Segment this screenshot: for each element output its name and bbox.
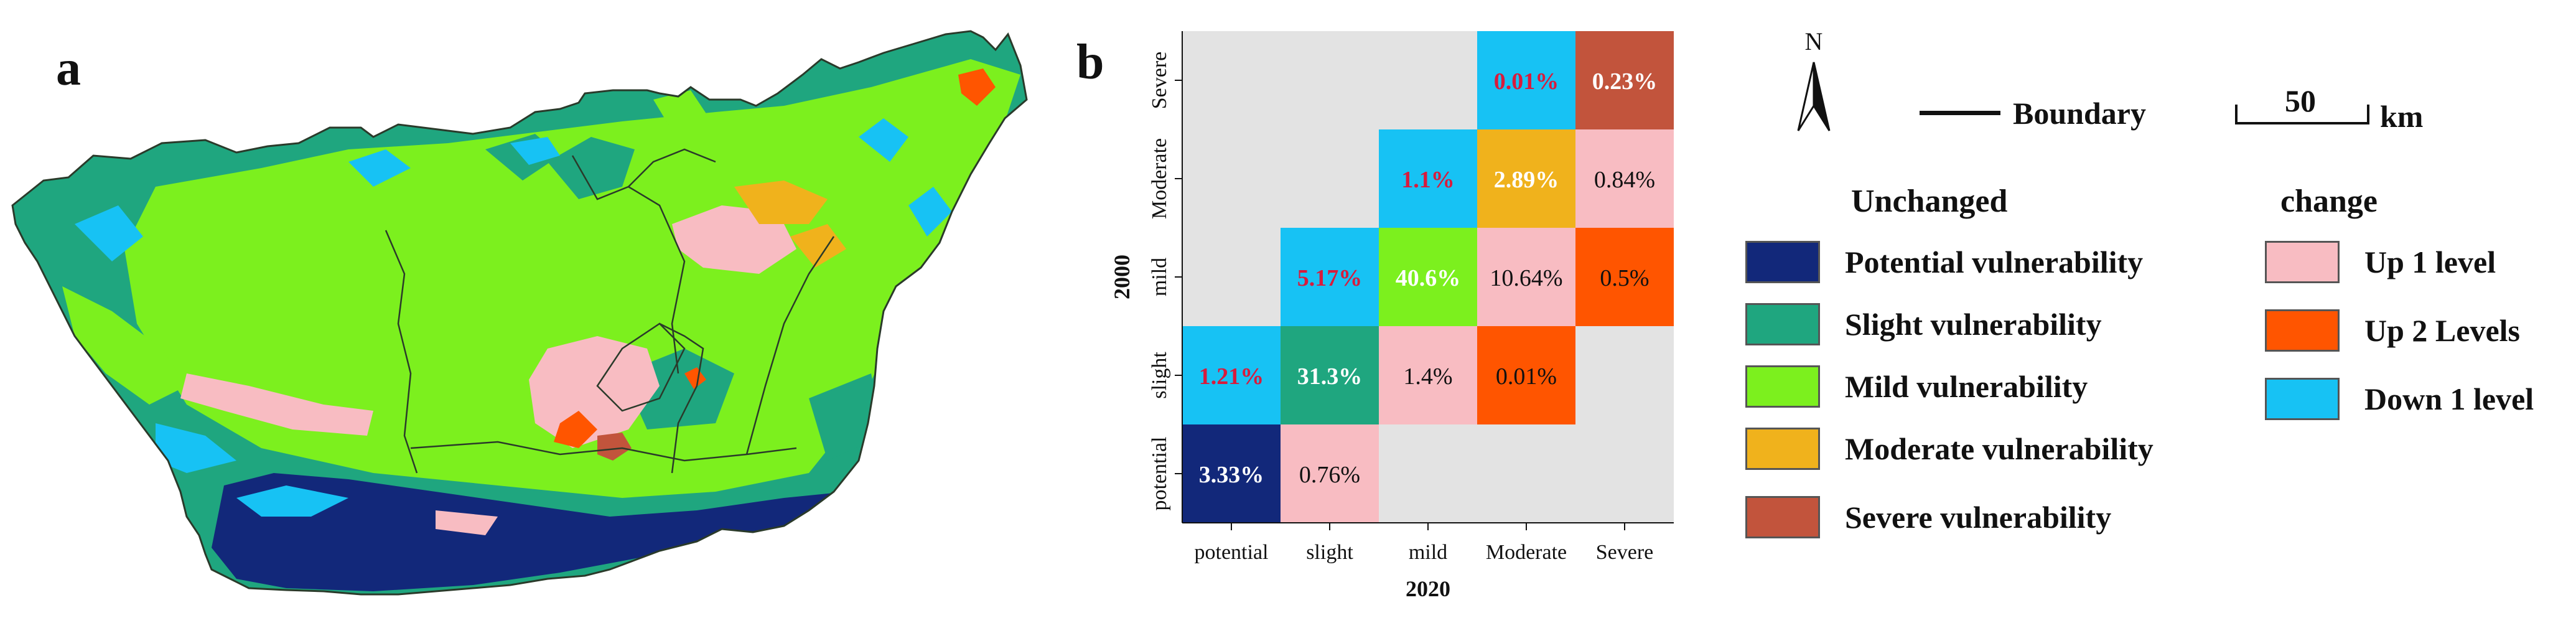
map-panel: a [0,0,1045,625]
matrix-cell [1379,228,1477,326]
scale-unit: km [2380,99,2424,134]
legend-swatch-up2 [2265,309,2340,352]
y-tick-label: slight [1148,352,1171,399]
north-arrow-icon: N [1797,27,1831,131]
matrix-cell-value: 1.4% [1403,363,1452,390]
matrix-cell-value: 31.3% [1297,363,1363,390]
matrix-cell-value: 2.89% [1494,167,1559,193]
y-tick-label: Severe [1148,52,1171,110]
matrix-cell-value: 0.84% [1594,167,1655,193]
transition-matrix-panel: b 3.33% 0.76% 1.21% 31.3% 1.4% 0.01% 5.17% 40.6… [1045,0,1730,625]
matrix-cell-value: 3.33% [1199,462,1264,488]
legend-label-up2: Up 2 Levels [2364,313,2520,348]
legend-label-potential: Potential vulnerability [1845,245,2144,279]
legend-unchanged-title: Unchanged [1851,184,2008,219]
matrix-cell-value: 1.21% [1199,363,1264,390]
matrix-cell-value: 1.1% [1401,167,1455,193]
matrix-cell-value: 0.23% [1592,68,1658,95]
matrix-cell [1281,326,1379,424]
vulnerability-map [11,30,1028,596]
x-tick-label: Moderate [1486,541,1567,564]
matrix-cell [1575,31,1674,129]
legend-swatch-severe [1745,496,1820,538]
matrix-cell-value: 10.64% [1490,265,1562,291]
matrix-cell [1575,228,1674,326]
x-tick-label: potential [1195,541,1269,564]
legend-label-up1: Up 1 level [2364,245,2496,279]
x-tick-label: slight [1306,541,1353,564]
panel-b-label: b [1076,35,1104,90]
y-tick-label: mild [1148,258,1171,296]
county-boundaries [385,148,835,474]
x-tick-label: Severe [1596,541,1654,564]
scale-value: 50 [2285,83,2316,118]
panel-a-label: a [56,41,81,96]
legend-swatch-slight [1745,303,1820,345]
y-tick-label: potential [1148,437,1171,511]
transition-matrix: 3.33% 0.76% 1.21% 31.3% 1.4% 0.01% 5.17% 40.6% 1… [1109,31,1674,601]
legend-change-title: change [2280,184,2378,219]
scale-bar [2235,105,2369,124]
legend-label-down1: Down 1 level [2364,382,2534,416]
matrix-cell [1281,424,1379,523]
legend-label-slight: Slight vulnerability [1845,307,2102,342]
matrix-cell [1575,129,1674,228]
matrix-cell-value: 5.17% [1297,265,1363,291]
matrix-cell [1477,31,1575,129]
legend-swatch-up1 [2265,241,2340,283]
matrix-cell [1281,228,1379,326]
legend-swatch-moderate [1745,428,1820,470]
matrix-cell [1477,129,1575,228]
legend-label-mild: Mild vulnerability [1845,369,2088,404]
y-axis-title: 2000 [1109,255,1134,299]
matrix-cell [1182,424,1281,523]
matrix-cell [1477,228,1575,326]
matrix-cell [1182,326,1281,424]
matrix-cell-value: 0.5% [1600,265,1649,291]
legend-label-severe: Severe vulnerability [1845,500,2112,535]
matrix-cell-value: 0.01% [1494,68,1559,95]
matrix-cell [1379,129,1477,228]
matrix-cell-value: 0.01% [1496,363,1557,390]
matrix-cell [1379,326,1477,424]
boundary-label: Boundary [2013,96,2146,131]
matrix-cell-value: 40.6% [1396,265,1461,291]
x-tick-label: mild [1409,541,1447,564]
legend-swatch-potential [1745,241,1820,283]
x-axis-title: 2020 [1406,576,1450,601]
boundary-line-symbol [1920,111,2000,115]
y-tick-label: Moderate [1148,138,1171,219]
matrix-cell [1477,326,1575,424]
legend-swatch-mild [1745,365,1820,408]
legend-label-moderate: Moderate vulnerability [1845,431,2154,466]
legend-swatch-down1 [2265,378,2340,420]
north-label: N [1805,27,1823,55]
matrix-cell-value: 0.76% [1299,462,1360,488]
